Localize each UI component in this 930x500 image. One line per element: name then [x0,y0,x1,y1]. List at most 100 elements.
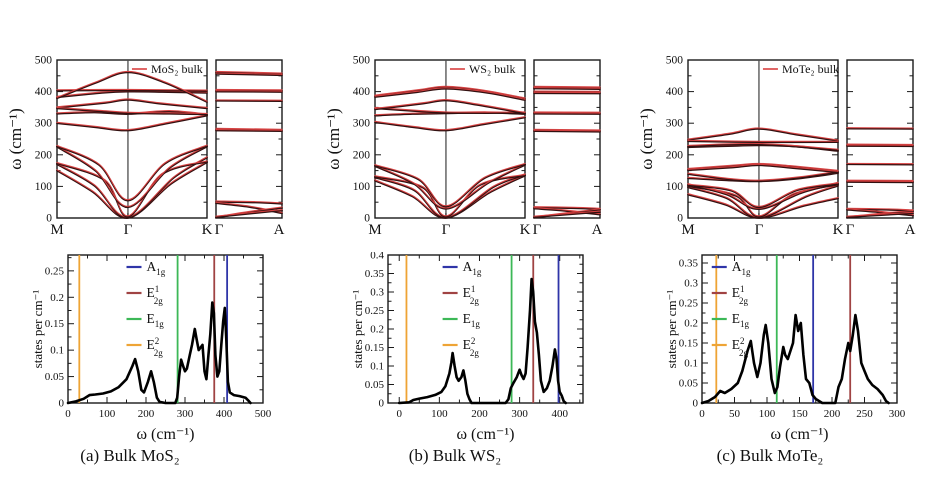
band-y-tick-label: 0 [677,213,683,225]
band-y-tick-label: 500 [353,55,371,67]
legend-label-E2g1: E1 2g [732,284,749,306]
band-y-axis-label: ω (cm⁻¹) [637,108,656,170]
phonon-band-shadow [687,127,839,142]
phonon-band-shadow [374,163,526,208]
phonon-band-shadow [56,145,208,202]
dos-x-tick-label: 200 [138,408,155,420]
phonon-band-shadow [533,87,601,90]
phonon-band-shadow [56,156,208,219]
kpoint-label: Γ [755,222,764,238]
phonon-band-shadow [56,98,208,110]
legend-label-A1g: A1g [732,259,751,277]
dos-x-ticks [701,255,898,403]
dos-y-tick-label: 0.25 [365,305,385,317]
phonon-band-shadow [215,129,283,132]
band-legend-label: WS₂ bulk [469,62,516,76]
dos-x-tick-label: 150 [791,408,808,420]
phonon-band [687,162,839,171]
dos-panel-ws2: 0 0.05 0.1 0.15 0.2 0.25 0.3 0.35 0.4 0 100 200 300 4… [350,250,605,449]
dos-y-ticks [68,257,263,404]
dos-y-tick-label: 0.4 [370,252,384,262]
band-y-tick-label: 0 [46,213,52,225]
dos-y-tick-label: 0.1 [50,345,64,357]
dos-x-tick-label: 300 [511,408,528,420]
phonon-band [215,200,283,204]
dos-y-tick-label: 0.3 [370,287,384,299]
phonon-band-shadow [56,107,208,116]
phonon-band-shadow [846,212,914,218]
kpoint-label: Γ [533,222,542,238]
kpoint-label: Γ [846,222,855,238]
dos-y-tick-label: 0.1 [370,361,384,373]
caption-a: (a) Bulk MoS₂ [80,446,180,465]
dos-y-tick-label: 0.35 [679,258,699,270]
phonon-band-shadow [215,200,283,205]
dos-x-tick-label: 0 [65,408,71,420]
dos-x-tick-label: 300 [177,408,194,420]
phonon-band-shadow [374,173,526,219]
phonon-band-shadow [533,206,601,211]
caption-c: (c) Bulk MoTe₂ [716,446,824,465]
phonon-band-shadow [374,164,526,210]
phonon-band-shadow [56,71,208,103]
phonon-band-shadow [687,140,839,144]
kpoint-label: A [905,222,916,238]
dos-curve [397,277,567,405]
band-y-tick-label: 300 [353,118,371,130]
dos-legend: A1g E1 2g E1g E2 2g [711,259,751,358]
dos-x-tick-label: 0 [699,408,705,420]
phonon-band [215,72,283,75]
band-y-ticks [688,59,913,219]
legend-label-E1g: E1g [463,311,481,329]
dos-x-axis-label: ω (cm⁻¹) [771,426,829,443]
phonon-band-shadow [56,110,208,116]
dos-y-tick-label: 0.1 [684,358,698,370]
phonon-band [687,139,839,142]
legend-label-E2g1: E1 2g [463,284,480,306]
phonon-band-shadow [374,107,526,114]
phonon-band [56,98,208,108]
phonon-band [533,128,601,131]
dos-y-tick-label: 0.15 [679,338,699,350]
band-y-tick-label: 200 [353,149,371,161]
phonon-band [215,70,283,74]
kpoint-label: K [202,222,213,238]
phonon-band-shadow [56,145,208,209]
dos-x-tick-label: 200 [471,408,488,420]
dos-frame [67,254,264,404]
phonon-band-shadow [533,130,601,133]
dos-y-tick-label: 0 [59,398,65,410]
phonon-bands [687,127,914,219]
legend-label-A1g: A1g [147,259,166,277]
dos-y-tick-label: 0.25 [45,265,65,277]
band-y-tick-label: 300 [666,118,684,130]
phonon-band [533,210,601,217]
phonon-band [687,170,839,181]
phonon-band-shadow [687,182,839,209]
dos-y-tick-label: 0.2 [50,292,64,304]
dos-y-tick-label: 0 [693,398,699,410]
dos-y-tick-label: 0.05 [365,379,385,391]
phonon-band [56,88,208,91]
dos-svg: 0 0.05 0.1 0.15 0.2 0.25 0.3 0.35 0.4 0 100 200 300 4… [350,250,584,443]
dos-y-tick-label: 0.2 [370,324,384,336]
dos-svg: 0 0.05 0.1 0.15 0.2 0.25 0.3 0.35 0 50 100 150 200 25… [664,254,906,443]
dos-x-axis-label: ω (cm⁻¹) [457,426,515,443]
band-structure-panel-mote2: ω (cm⁻¹) 0 100 200 300 400 500 M Γ K Γ A MoTe₂ bulk [636,52,921,257]
phonon-band [687,127,839,141]
phonon-band-shadow [374,116,526,132]
phonon-band [56,144,208,201]
dos-y-ticks [388,254,583,404]
band-legend-label: MoTe₂ bulk [782,62,839,76]
dos-y-tick-label: 0.25 [679,298,699,310]
dos-x-axis-label: ω (cm⁻¹) [137,426,195,443]
dos-x-tick-label: 100 [99,408,116,420]
dos-curve [700,313,890,405]
kpoint-label: K [833,222,844,238]
caption-b: (b) Bulk WS₂ [408,446,502,465]
legend-label-E1g: E1g [147,311,165,329]
dos-x-tick-label: 500 [255,408,272,420]
phonon-band-shadow [687,170,839,182]
dos-curve [66,301,252,405]
